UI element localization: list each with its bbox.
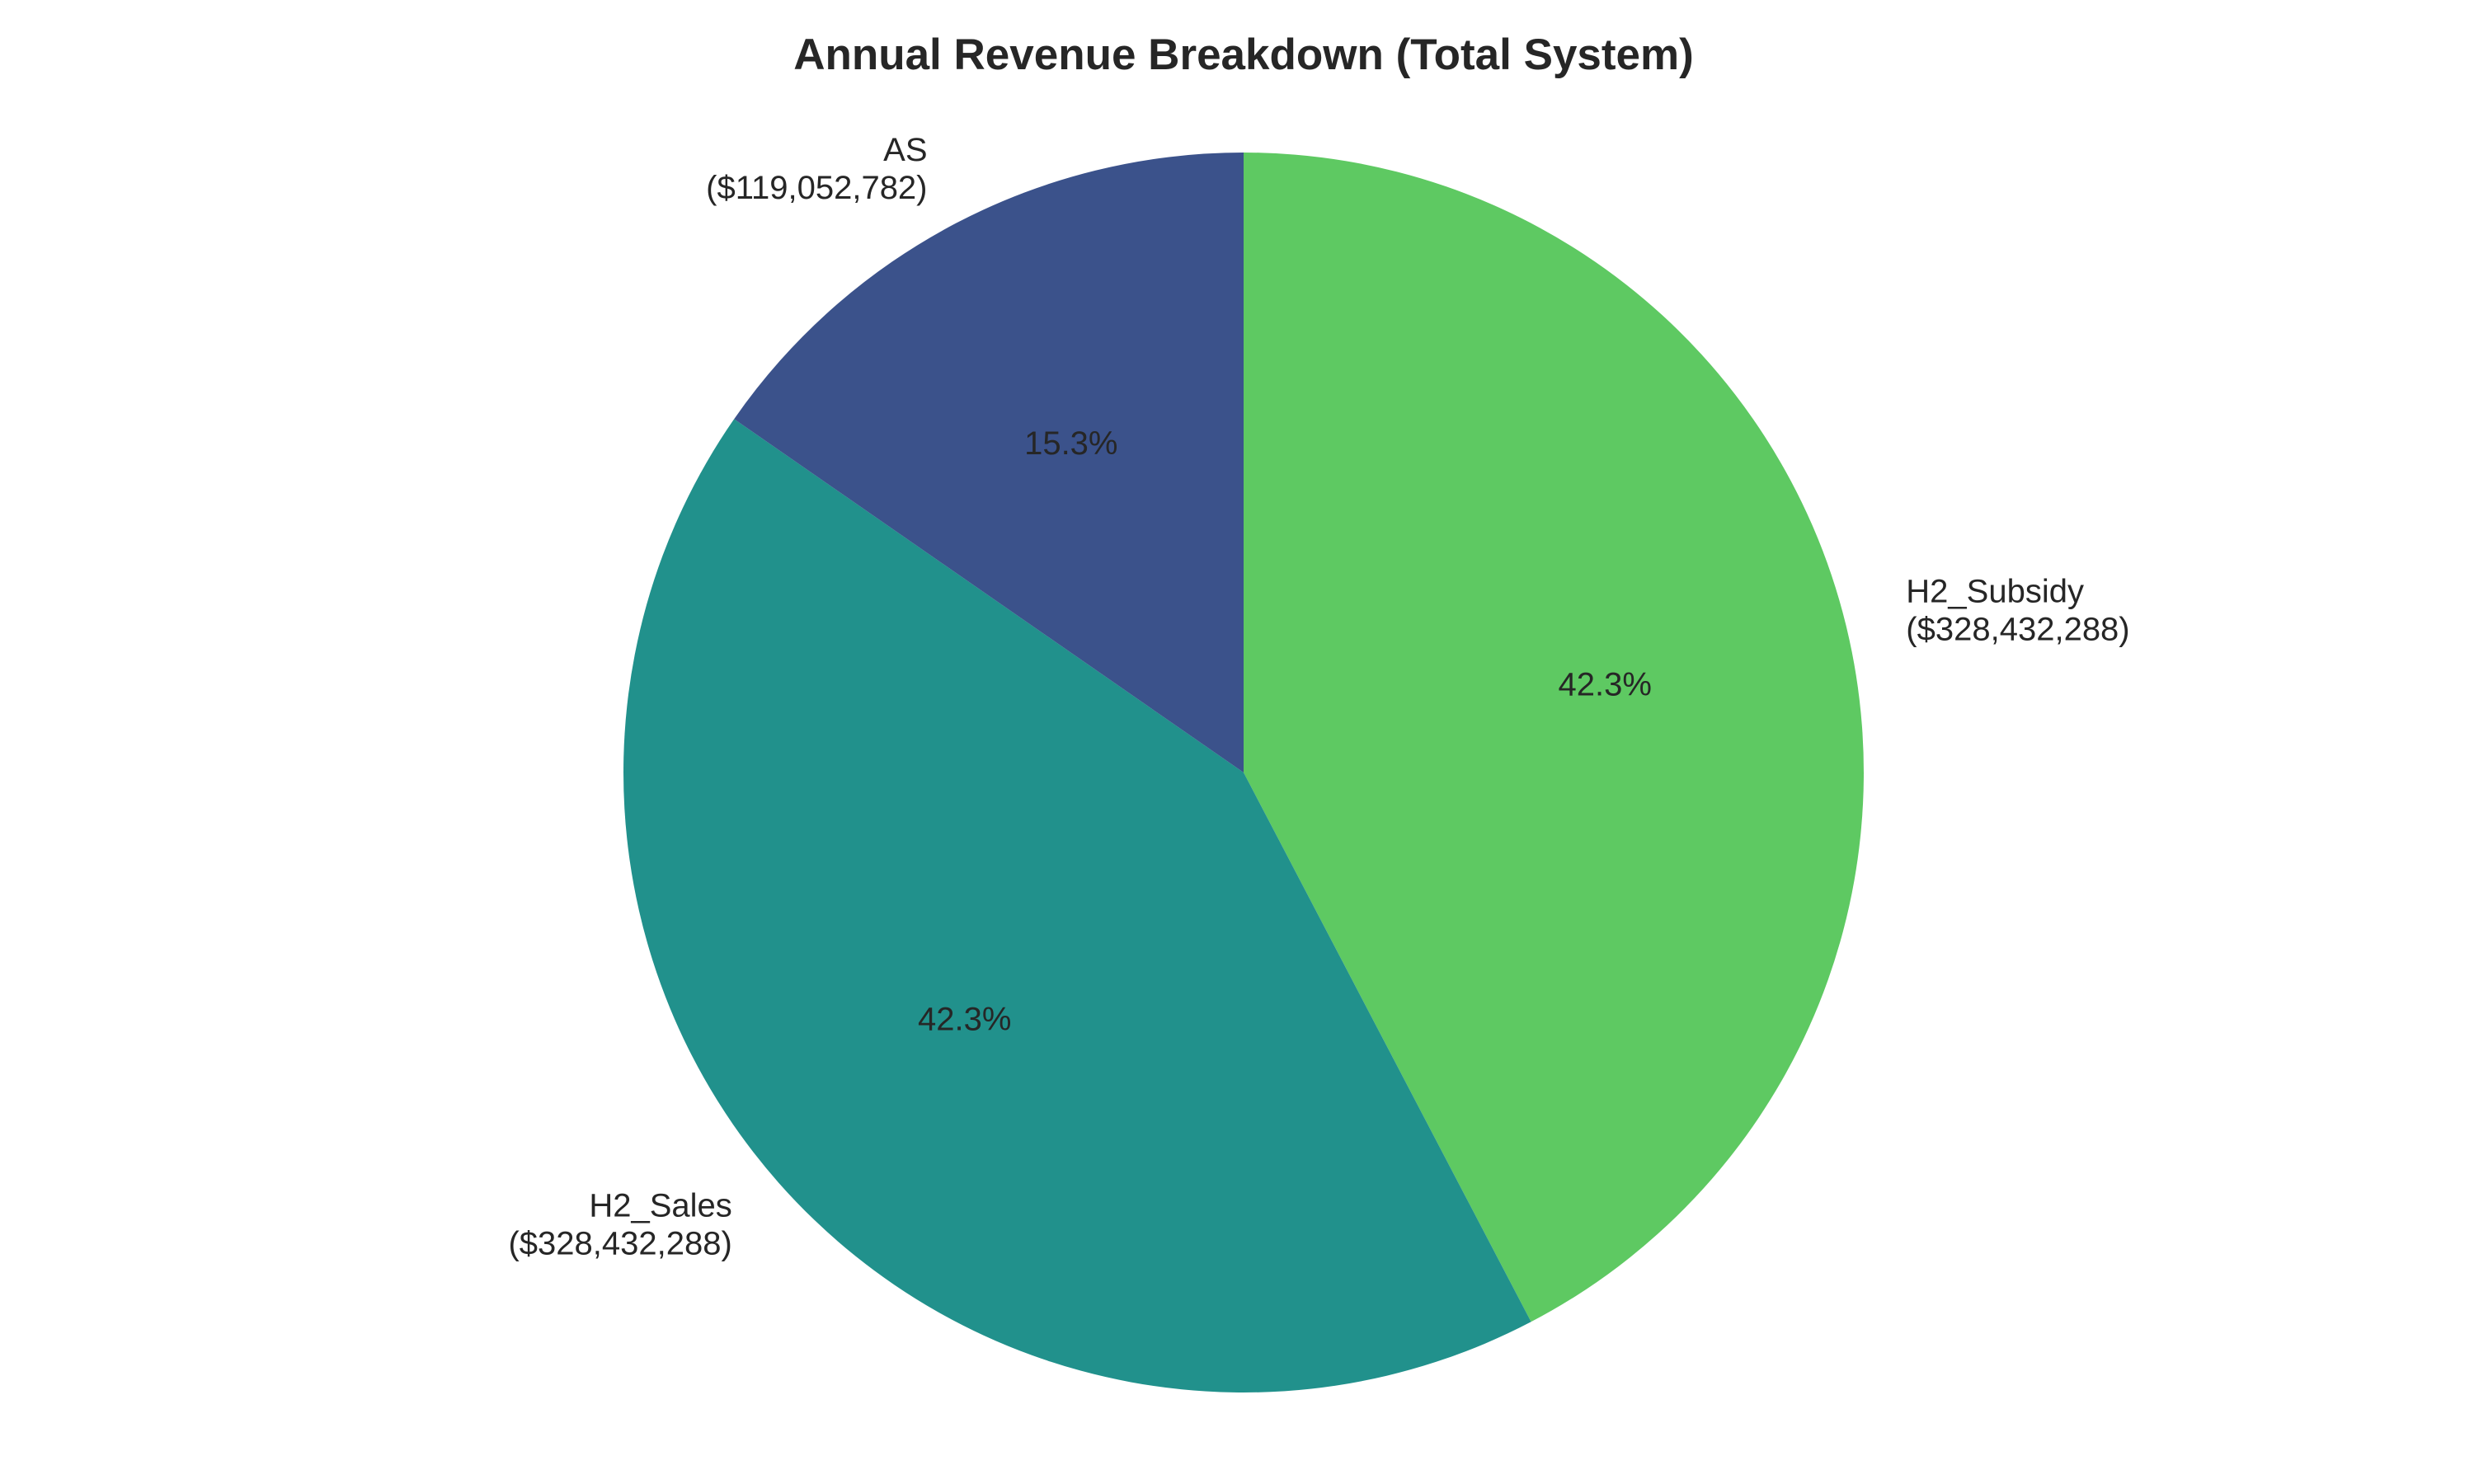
pie-slice-as (734, 153, 1244, 773)
pie-slice-h2-sales (623, 419, 1531, 1392)
slice-label-as: AS ($119,052,782) (706, 132, 927, 206)
pie-slices (623, 153, 1864, 1392)
pie-labels: H2_Subsidy ($328,432,288)42.3%H2_Sales ($3… (508, 132, 2129, 1261)
slice-label-h2-sales: H2_Sales ($328,432,288) (508, 1187, 731, 1261)
slice-label-h2-subsidy: H2_Subsidy ($328,432,288) (1906, 574, 2129, 648)
chart-title: Annual Revenue Breakdown (Total System) (793, 31, 1694, 79)
pie-slice-h2-subsidy (1244, 153, 1864, 1322)
slice-percent-h2-sales: 42.3% (918, 1002, 1011, 1038)
slice-percent-h2-subsidy: 42.3% (1558, 666, 1651, 702)
slice-value: ($119,052,782) (706, 170, 927, 206)
slice-value: ($328,432,288) (508, 1225, 731, 1261)
slice-name: H2_Sales (589, 1187, 731, 1223)
slice-name: AS (883, 132, 927, 168)
slice-name: H2_Subsidy (1906, 574, 2084, 610)
slice-percent-as: 15.3% (1024, 425, 1117, 462)
slice-value: ($328,432,288) (1906, 612, 2129, 648)
